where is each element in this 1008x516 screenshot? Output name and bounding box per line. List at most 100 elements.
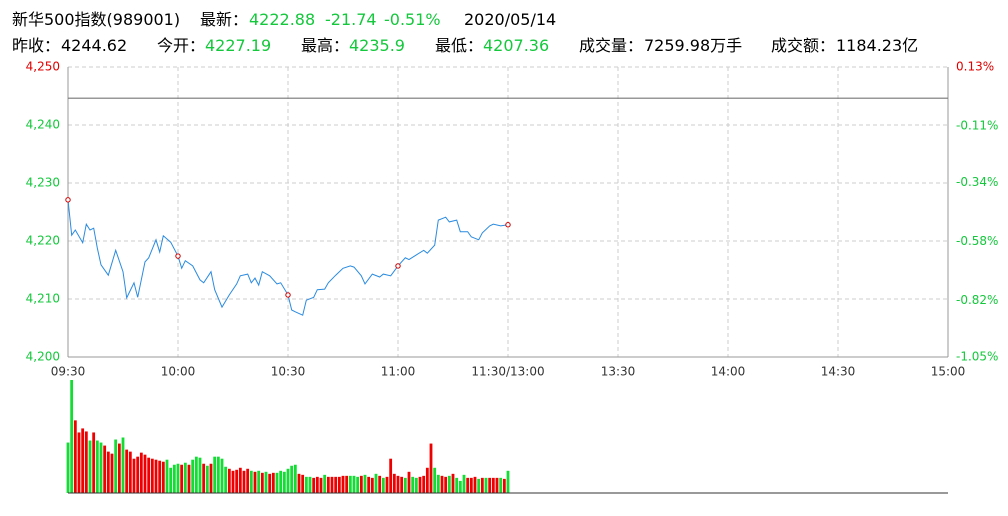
- volume-bar: [374, 473, 378, 493]
- volume-bar: [183, 462, 187, 493]
- volume-bar: [268, 473, 272, 493]
- volume-bar: [462, 474, 466, 493]
- volume-bar: [205, 465, 209, 493]
- y2-tick-label: -1.05%: [956, 350, 998, 364]
- volume-bar: [279, 470, 283, 493]
- y-tick-label: 4,220: [26, 234, 60, 248]
- volume-bar: [66, 442, 70, 493]
- volume-bar: [286, 468, 290, 493]
- volume-bar: [323, 474, 327, 493]
- stat-value: 4227.19: [205, 36, 272, 55]
- volume-bar: [400, 476, 404, 493]
- volume-bar: [451, 473, 455, 493]
- volume-bar: [352, 475, 356, 493]
- volume-bar: [110, 453, 114, 493]
- volume-bar: [227, 468, 231, 493]
- latest-label: 最新：: [200, 10, 249, 29]
- volume-bar: [477, 478, 481, 493]
- volume-bar: [389, 458, 393, 493]
- volume-bar: [172, 464, 176, 493]
- volume-bar: [469, 477, 473, 493]
- volume-bar: [370, 477, 374, 493]
- volume-bar: [128, 451, 132, 493]
- volume-bar: [392, 473, 396, 493]
- y2-tick-label: -0.58%: [956, 234, 998, 248]
- y-tick-label: 4,230: [26, 176, 60, 190]
- volume-bar: [213, 456, 217, 493]
- volume-bar: [209, 463, 213, 493]
- volume-bar: [301, 474, 305, 493]
- stat-label: 最低：: [435, 36, 484, 55]
- y-tick-label: 4,200: [26, 350, 60, 364]
- volume-bar: [495, 477, 499, 493]
- x-tick-label: 10:00: [161, 365, 196, 379]
- volume-bar: [242, 470, 246, 493]
- volume-bar: [220, 458, 224, 493]
- volume-bar: [480, 477, 484, 493]
- volume-bar: [275, 472, 279, 493]
- volume-bar: [396, 475, 400, 493]
- date: 2020/05/14: [464, 10, 557, 29]
- volume-bar: [341, 475, 345, 493]
- volume-bar: [264, 471, 268, 493]
- volume-bar: [436, 474, 440, 493]
- x-tick-label: 10:30: [271, 365, 306, 379]
- y-tick-label: 4,250: [26, 60, 60, 74]
- volume-bar: [473, 476, 477, 493]
- volume-bar: [253, 471, 257, 493]
- stat-value: 1184.23亿: [836, 36, 919, 55]
- volume-bar: [356, 476, 360, 493]
- volume-bar: [312, 477, 316, 493]
- volume-bar: [99, 442, 103, 493]
- volume-bar: [70, 380, 74, 493]
- price-marker: [175, 253, 181, 259]
- y-tick-label: 4,210: [26, 292, 60, 306]
- volume-bar: [198, 457, 202, 493]
- volume-bar: [418, 476, 422, 493]
- price-line: [67, 199, 509, 316]
- volume-bar: [231, 470, 235, 493]
- volume-bar: [378, 475, 382, 493]
- volume-bar: [147, 457, 151, 493]
- volume-bar: [330, 476, 334, 493]
- x-tick-label: 14:30: [821, 365, 856, 379]
- volume-bar: [180, 464, 184, 493]
- volume-bar: [348, 475, 352, 493]
- volume-bar: [202, 463, 206, 493]
- volume-bar: [407, 471, 411, 493]
- volume-bar: [411, 476, 415, 493]
- stat-value: 7259.98万手: [644, 36, 743, 55]
- price-marker: [285, 292, 291, 298]
- x-tick-label: 14:00: [711, 365, 746, 379]
- volume-bar: [367, 476, 371, 493]
- stat-label: 昨收：: [12, 36, 61, 55]
- volume-bar: [158, 460, 162, 493]
- volume-bar: [84, 431, 88, 493]
- volume-bar: [95, 440, 99, 493]
- volume-bar: [455, 477, 459, 493]
- change-pct: -0.51%: [384, 10, 441, 29]
- stat-value: 4235.9: [349, 36, 405, 55]
- volume-bar: [403, 477, 407, 493]
- volume-bar: [235, 469, 239, 493]
- volume-bar: [92, 432, 96, 493]
- volume-bar: [308, 476, 312, 493]
- volume-bar: [238, 467, 242, 493]
- volume-bar: [326, 476, 330, 493]
- volume-bar: [491, 477, 495, 493]
- volume-bar: [73, 420, 77, 493]
- volume-bar: [422, 475, 426, 493]
- volume-bar: [315, 476, 319, 493]
- volume-bar: [224, 466, 228, 493]
- x-tick-label: 11:30/13:00: [471, 365, 544, 379]
- change: -21.74: [325, 10, 377, 29]
- volume-bar: [425, 467, 429, 493]
- volume-bar: [359, 475, 363, 493]
- x-tick-label: 11:00: [381, 365, 416, 379]
- y-tick-label: 4,240: [26, 118, 60, 132]
- volume-bar: [334, 476, 338, 493]
- volume-bar: [458, 480, 462, 493]
- volume-bar: [345, 475, 349, 493]
- volume-bar: [132, 458, 136, 493]
